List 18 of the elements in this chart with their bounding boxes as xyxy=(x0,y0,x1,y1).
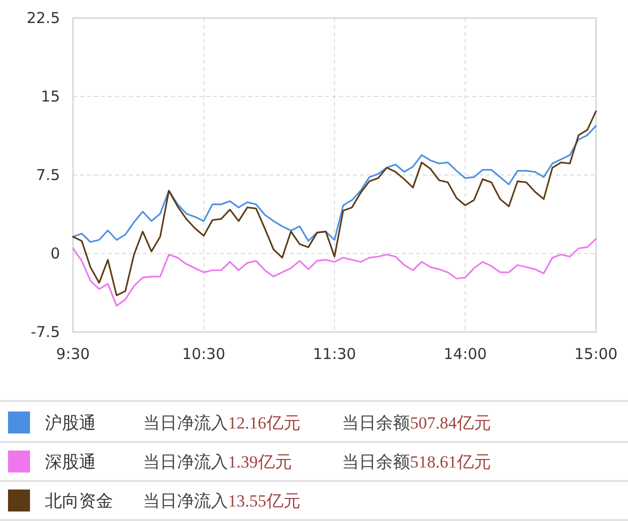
y-tick-label: 22.5 xyxy=(26,9,60,27)
legend-label: 沪股通 xyxy=(45,414,96,432)
x-tick-label: 11:30 xyxy=(312,345,356,363)
text: 当日净流入1.39亿元 xyxy=(143,452,292,472)
y-tick-label: 7.5 xyxy=(36,166,60,184)
text: 当日净流入12.16亿元 xyxy=(143,414,300,432)
legend-label: 北向资金 xyxy=(45,492,113,510)
text: 当日净流入13.55亿元 xyxy=(143,492,300,510)
x-tick-label: 10:30 xyxy=(182,345,226,363)
text: 当日余额518.61亿元 xyxy=(342,452,491,472)
y-tick-label: 0 xyxy=(50,244,60,262)
text: 当日余额507.84亿元 xyxy=(342,414,491,432)
x-tick-label: 15:00 xyxy=(574,345,618,363)
x-tick-label: 9:30 xyxy=(56,345,90,363)
x-tick-label: 14:00 xyxy=(444,345,487,363)
y-tick-label: -7.5 xyxy=(30,323,60,341)
legend-label: 深股通 xyxy=(45,452,96,472)
y-tick-label: 15 xyxy=(40,88,60,106)
